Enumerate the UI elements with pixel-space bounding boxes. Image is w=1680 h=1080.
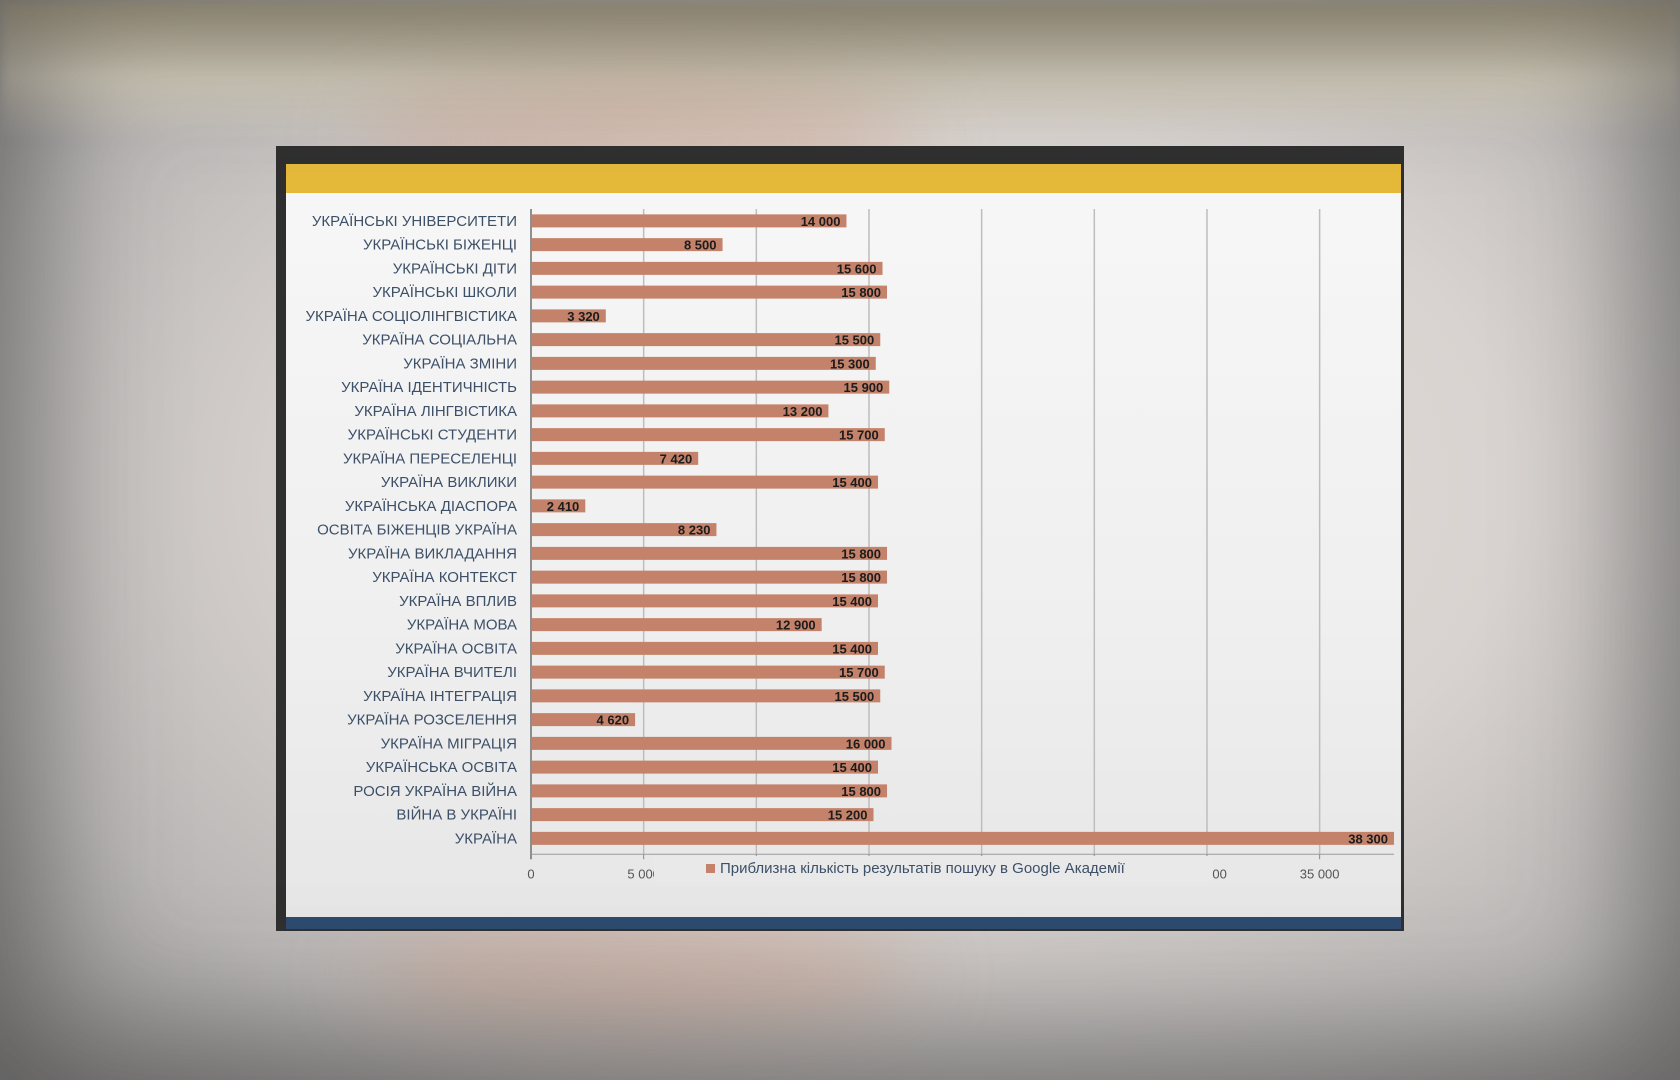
bar — [532, 831, 1394, 845]
bar — [532, 214, 847, 228]
bar-value-label: 15 800 — [841, 570, 881, 585]
bar-value-label: 7 420 — [660, 451, 693, 466]
category-label: УКРАЇНА ЛІНГВІСТИКА — [354, 403, 517, 420]
bar-value-label: 13 200 — [783, 404, 823, 419]
bar-value-label: 4 620 — [597, 713, 630, 728]
bar — [532, 808, 874, 822]
category-label: РОСІЯ УКРАЇНА ВІЙНА — [353, 782, 517, 800]
category-label: УКРАЇНА ВИКЛИКИ — [381, 474, 517, 491]
bar-value-label: 2 410 — [547, 499, 580, 514]
labels-layer: 14 000 УКРАЇНСЬКІ УНІВЕРСИТЕТИ 8 500 УКРАЇН… — [305, 213, 1388, 848]
bar-value-label: 15 400 — [832, 594, 872, 609]
category-label: УКРАЇНА ОСВІТА — [395, 640, 517, 657]
legend: Приблизна кількість результатів пошуку в… — [654, 856, 1212, 882]
bar — [532, 689, 881, 703]
x-tick-label: 0 — [527, 866, 534, 881]
category-label: УКРАЇНСЬКІ ШКОЛИ — [373, 284, 517, 301]
bar-value-label: 15 700 — [839, 665, 879, 680]
category-label: УКРАЇНА СОЦІОЛІНГВІСТИКА — [305, 308, 517, 325]
category-label: УКРАЇНА ІДЕНТИЧНІСТЬ — [341, 379, 517, 396]
category-label: УКРАЇНА ВИКЛАДАННЯ — [348, 545, 517, 562]
bar-value-label: 15 300 — [830, 356, 870, 371]
category-label: УКРАЇНА МІГРАЦІЯ — [381, 735, 517, 752]
bar-value-label: 15 200 — [828, 808, 868, 823]
bar-value-label: 3 320 — [567, 309, 600, 324]
panel-footer-band — [286, 917, 1401, 929]
bar — [532, 570, 888, 584]
x-tick-label: 35 000 — [1300, 866, 1340, 881]
bar — [532, 736, 892, 750]
bar-chart: 14 000 УКРАЇНСЬКІ УНІВЕРСИТЕТИ 8 500 УКРАЇН… — [305, 209, 1394, 882]
bar — [532, 546, 888, 560]
bar-value-label: 14 000 — [801, 214, 841, 229]
bar-value-label: 8 230 — [678, 523, 711, 538]
bar-value-label: 15 600 — [837, 261, 877, 276]
bar-value-label: 38 300 — [1348, 831, 1388, 846]
bar — [532, 428, 885, 442]
bar-value-label: 12 900 — [776, 618, 816, 633]
bar-value-label: 15 800 — [841, 546, 881, 561]
category-label: УКРАЇНСЬКА ОСВІТА — [366, 759, 517, 776]
bar-value-label: 16 000 — [846, 736, 886, 751]
bar-value-label: 15 400 — [832, 760, 872, 775]
bar — [532, 238, 723, 252]
background-top-blur — [0, 0, 1680, 140]
bar — [532, 760, 879, 774]
bar — [532, 333, 881, 347]
category-label: УКРАЇНА МОВА — [407, 617, 517, 634]
bar — [532, 404, 829, 418]
category-label: ОСВІТА БІЖЕНЦІВ УКРАЇНА — [317, 522, 517, 539]
category-label: УКРАЇНСЬКІ СТУДЕНТИ — [348, 427, 517, 444]
background-blur-bottom — [360, 920, 920, 1030]
bar — [532, 784, 888, 798]
bar-value-label: 15 400 — [832, 641, 872, 656]
category-label: УКРАЇНА ВПЛИВ — [399, 593, 517, 610]
bar — [532, 665, 885, 679]
bar — [532, 713, 636, 727]
slide-frame: 14 000 УКРАЇНСЬКІ УНІВЕРСИТЕТИ 8 500 УКРАЇН… — [276, 146, 1404, 931]
bar-value-label: 15 500 — [834, 689, 874, 704]
category-label: ВІЙНА В УКРАЇНІ — [396, 806, 517, 824]
bar — [532, 356, 876, 370]
category-label: УКРАЇНА ВЧИТЕЛІ — [387, 664, 517, 681]
category-label: УКРАЇНА — [455, 830, 517, 847]
bars-layer — [532, 214, 1394, 845]
category-label: УКРАЇНСЬКІ БІЖЕНЦІ — [363, 237, 517, 254]
bar — [532, 499, 586, 513]
category-label: УКРАЇНСЬКІ УНІВЕРСИТЕТИ — [312, 213, 517, 230]
bar-value-label: 15 500 — [834, 333, 874, 348]
bar-value-label: 15 800 — [841, 784, 881, 799]
category-label: УКРАЇНСЬКІ ДІТИ — [393, 260, 517, 277]
bar — [532, 641, 879, 655]
category-label: УКРАЇНА ЗМІНИ — [403, 355, 517, 372]
x-tick-label: 5 000 — [627, 866, 660, 881]
panel-header-band — [286, 164, 1401, 193]
legend-swatch — [706, 864, 715, 873]
bar — [532, 594, 879, 608]
bar — [532, 523, 717, 537]
legend-box — [654, 856, 1212, 882]
bar — [532, 285, 888, 299]
category-label: УКРАЇНА ІНТЕГРАЦІЯ — [363, 688, 517, 705]
grid-layer — [642, 209, 1321, 855]
bar — [532, 475, 879, 489]
bar-value-label: 15 900 — [844, 380, 884, 395]
chart-panel: 14 000 УКРАЇНСЬКІ УНІВЕРСИТЕТИ 8 500 УКРАЇН… — [286, 164, 1401, 929]
category-label: УКРАЇНА СОЦІАЛЬНА — [362, 332, 517, 349]
legend-series-label: Приблизна кількість результатів пошуку в… — [720, 860, 1126, 877]
category-label: УКРАЇНА РОЗСЕЛЕННЯ — [347, 712, 517, 729]
bar — [532, 261, 883, 275]
bar-value-label: 15 800 — [841, 285, 881, 300]
bar — [532, 451, 699, 465]
bar-value-label: 8 500 — [684, 238, 717, 253]
bar — [532, 309, 606, 323]
category-label: УКРАЇНА КОНТЕКСТ — [372, 569, 517, 586]
bar-value-label: 15 400 — [832, 475, 872, 490]
category-label: УКРАЇНА ПЕРЕСЕЛЕНЦІ — [343, 450, 517, 467]
category-label: УКРАЇНСЬКА ДІАСПОРА — [345, 498, 517, 515]
bar — [532, 618, 822, 632]
bar — [532, 380, 890, 394]
bar-value-label: 15 700 — [839, 428, 879, 443]
